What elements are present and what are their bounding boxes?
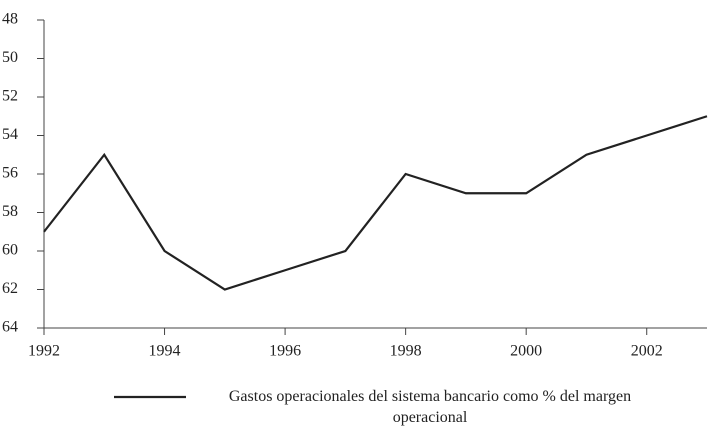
y-tick-label: 58 [2, 203, 18, 220]
y-tick-label: 48 [2, 11, 18, 28]
x-tick-label: 2000 [510, 343, 542, 360]
legend-label: Gastos operacionales del sistema bancari… [228, 388, 632, 426]
y-tick-label: 62 [2, 280, 18, 297]
x-tick-label: 1992 [28, 343, 60, 360]
y-tick-label: 54 [2, 126, 18, 143]
x-tick-label: 1998 [390, 343, 422, 360]
x-tick-label: 1996 [269, 343, 301, 360]
y-tick-label: 52 [2, 88, 18, 105]
line-series [43, 115, 708, 291]
y-tick-label: 50 [2, 49, 18, 66]
y-tick-label: 60 [2, 242, 18, 259]
x-tick-label: 2002 [631, 343, 663, 360]
x-tick-label: 1994 [149, 343, 181, 360]
y-tick-label: 64 [2, 319, 18, 336]
y-tick-label: 56 [2, 165, 18, 182]
